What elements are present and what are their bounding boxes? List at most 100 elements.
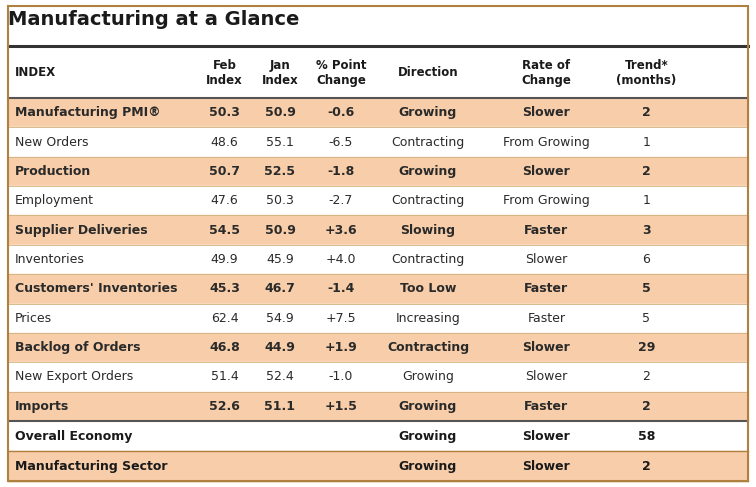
Text: Faster: Faster <box>525 400 569 413</box>
Bar <box>8 274 748 303</box>
Text: From Growing: From Growing <box>503 194 590 207</box>
Text: Slowing: Slowing <box>401 224 455 237</box>
Text: -0.6: -0.6 <box>327 106 355 119</box>
Text: Growing: Growing <box>399 106 457 119</box>
Text: Increasing: Increasing <box>395 312 460 325</box>
Text: 2: 2 <box>642 165 651 178</box>
Text: 46.7: 46.7 <box>265 282 296 295</box>
Text: 47.6: 47.6 <box>211 194 238 207</box>
Text: Rate of
Change: Rate of Change <box>522 59 572 87</box>
Text: 1: 1 <box>643 194 650 207</box>
Text: -1.4: -1.4 <box>327 282 355 295</box>
Text: Slower: Slower <box>522 341 570 354</box>
Text: 5: 5 <box>642 282 651 295</box>
Text: Slower: Slower <box>522 165 570 178</box>
Bar <box>8 215 748 245</box>
Text: 54.5: 54.5 <box>209 224 240 237</box>
Text: Backlog of Orders: Backlog of Orders <box>15 341 141 354</box>
Text: New Orders: New Orders <box>15 135 88 149</box>
Text: 2: 2 <box>642 460 651 472</box>
Text: INDEX: INDEX <box>15 67 56 79</box>
Text: Contracting: Contracting <box>392 135 465 149</box>
Text: Faster: Faster <box>525 282 569 295</box>
Bar <box>8 157 748 186</box>
Text: 46.8: 46.8 <box>209 341 240 354</box>
Text: % Point
Change: % Point Change <box>316 59 366 87</box>
Text: -1.8: -1.8 <box>327 165 355 178</box>
Bar <box>8 98 748 128</box>
Text: Contracting: Contracting <box>392 194 465 207</box>
Text: New Export Orders: New Export Orders <box>15 371 133 383</box>
Text: 52.4: 52.4 <box>266 371 294 383</box>
Text: 49.9: 49.9 <box>211 253 238 266</box>
Text: Manufacturing PMI®: Manufacturing PMI® <box>15 106 160 119</box>
Text: 2: 2 <box>642 400 651 413</box>
Text: +3.6: +3.6 <box>324 224 358 237</box>
Text: Direction: Direction <box>398 67 458 79</box>
Text: 52.5: 52.5 <box>265 165 296 178</box>
Text: Customers' Inventories: Customers' Inventories <box>15 282 178 295</box>
Text: Faster: Faster <box>528 312 565 325</box>
Text: Faster: Faster <box>525 224 569 237</box>
Text: 52.6: 52.6 <box>209 400 240 413</box>
Text: 2: 2 <box>642 106 651 119</box>
Text: Feb
Index: Feb Index <box>206 59 243 87</box>
Text: Prices: Prices <box>15 312 52 325</box>
Text: Growing: Growing <box>399 460 457 472</box>
Bar <box>8 421 748 451</box>
Text: 51.4: 51.4 <box>211 371 238 383</box>
Text: 45.9: 45.9 <box>266 253 294 266</box>
Text: 50.9: 50.9 <box>265 224 296 237</box>
Bar <box>8 48 748 98</box>
Bar <box>8 362 748 392</box>
Text: 44.9: 44.9 <box>265 341 296 354</box>
Text: Production: Production <box>15 165 91 178</box>
Text: 50.3: 50.3 <box>266 194 294 207</box>
Bar <box>8 245 748 274</box>
Bar <box>8 451 748 481</box>
Text: Employment: Employment <box>15 194 94 207</box>
Text: 55.1: 55.1 <box>266 135 294 149</box>
Text: Trend*
(months): Trend* (months) <box>616 59 677 87</box>
Bar <box>8 186 748 215</box>
Text: 29: 29 <box>637 341 655 354</box>
Text: 54.9: 54.9 <box>266 312 294 325</box>
Text: Slower: Slower <box>525 371 568 383</box>
Text: Slower: Slower <box>525 253 568 266</box>
Text: From Growing: From Growing <box>503 135 590 149</box>
Text: 50.3: 50.3 <box>209 106 240 119</box>
Text: Manufacturing at a Glance: Manufacturing at a Glance <box>8 10 299 29</box>
Text: 2: 2 <box>643 371 650 383</box>
Bar <box>8 303 748 333</box>
Text: Too Low: Too Low <box>400 282 456 295</box>
Text: Contracting: Contracting <box>392 253 465 266</box>
Bar <box>8 333 748 362</box>
Text: Growing: Growing <box>399 165 457 178</box>
Text: Overall Economy: Overall Economy <box>15 430 132 443</box>
Text: Growing: Growing <box>399 430 457 443</box>
Text: -1.0: -1.0 <box>329 371 353 383</box>
Text: 3: 3 <box>642 224 651 237</box>
Text: Growing: Growing <box>399 400 457 413</box>
Text: 1: 1 <box>643 135 650 149</box>
Text: Inventories: Inventories <box>15 253 85 266</box>
Text: +4.0: +4.0 <box>326 253 356 266</box>
Text: 48.6: 48.6 <box>211 135 238 149</box>
Text: 51.1: 51.1 <box>265 400 296 413</box>
Text: 50.9: 50.9 <box>265 106 296 119</box>
Bar <box>8 128 748 157</box>
Text: 45.3: 45.3 <box>209 282 240 295</box>
Text: 58: 58 <box>637 430 655 443</box>
Text: -2.7: -2.7 <box>329 194 353 207</box>
Text: +7.5: +7.5 <box>326 312 356 325</box>
Text: Growing: Growing <box>402 371 454 383</box>
Text: 62.4: 62.4 <box>211 312 238 325</box>
Text: Manufacturing Sector: Manufacturing Sector <box>15 460 168 472</box>
Text: +1.9: +1.9 <box>324 341 358 354</box>
Text: 5: 5 <box>643 312 650 325</box>
Text: 50.7: 50.7 <box>209 165 240 178</box>
Bar <box>8 392 748 421</box>
Text: Slower: Slower <box>522 460 570 472</box>
Text: -6.5: -6.5 <box>329 135 353 149</box>
Text: 6: 6 <box>643 253 650 266</box>
